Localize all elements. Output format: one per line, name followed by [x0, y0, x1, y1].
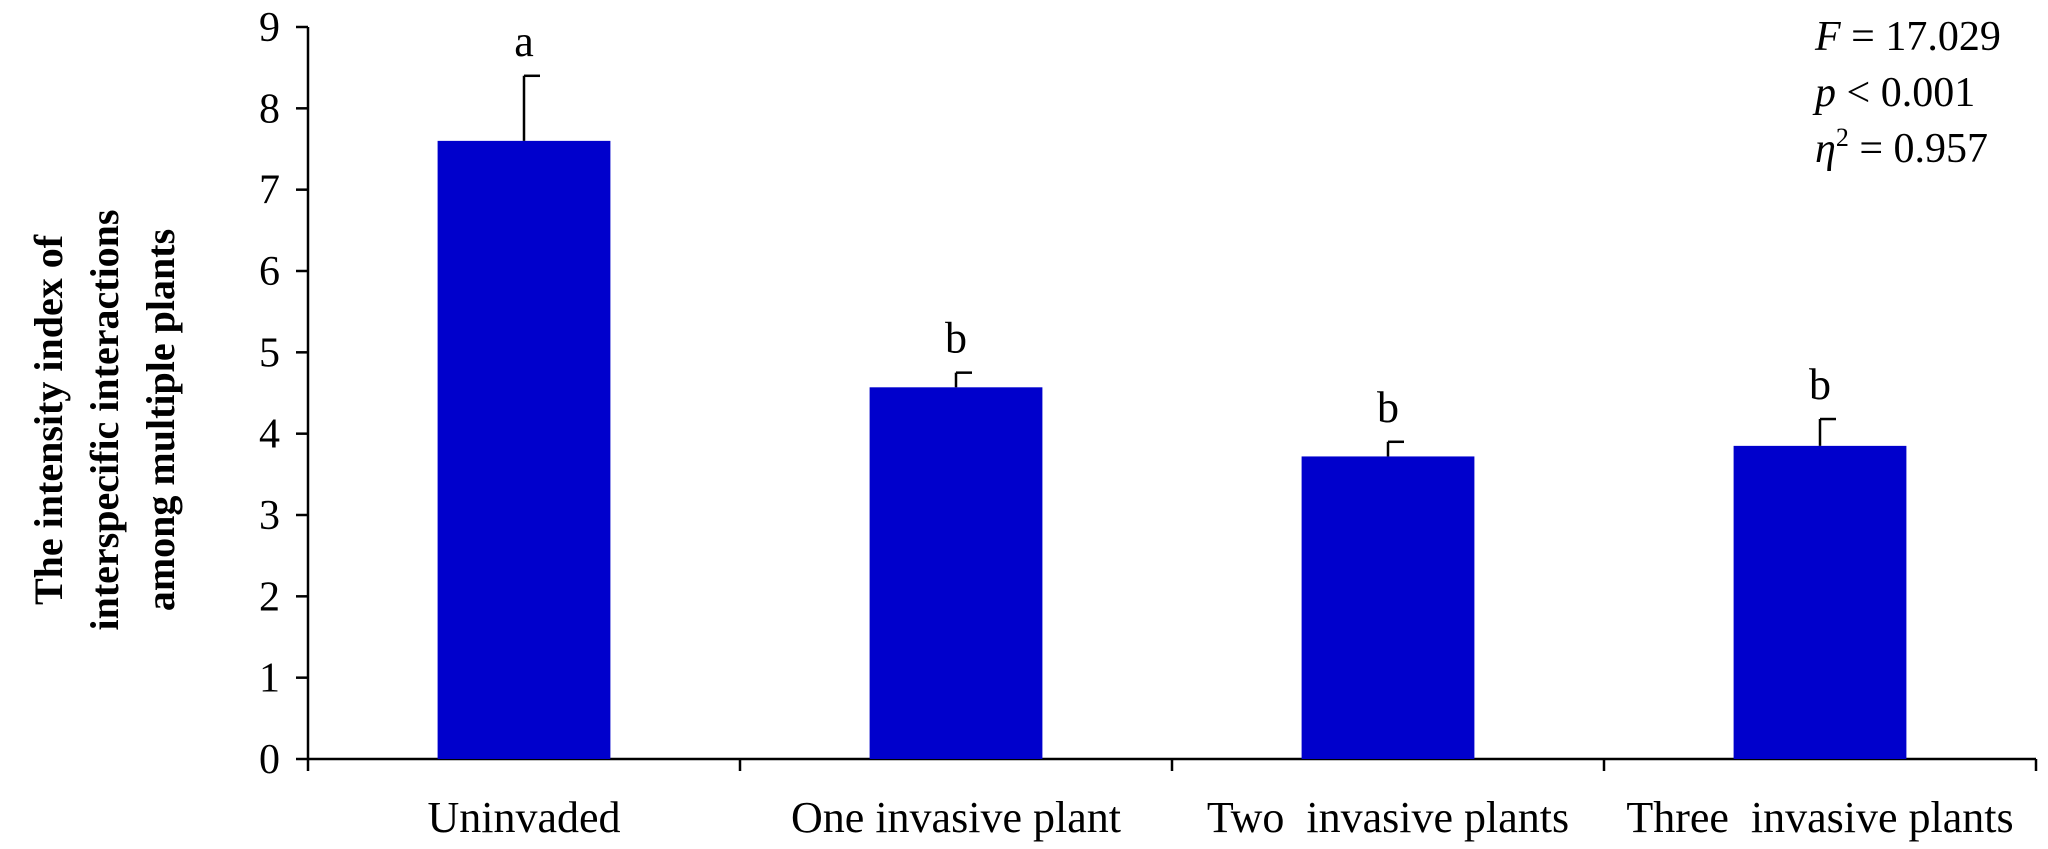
y-tick-label: 6 [259, 249, 280, 295]
y-tick-label: 5 [259, 330, 280, 376]
y-axis-title-line-3: among multiple plants [138, 229, 183, 611]
eta-squared: η2 = 0.957 [1815, 123, 1988, 172]
x-category-label: Two invasive plants [1207, 793, 1569, 842]
statistics-annotation: F = 17.029 p < 0.001 η2 = 0.957 [1812, 14, 2001, 172]
y-tick-label: 7 [259, 168, 280, 214]
plot-area: 0 1 2 3 4 5 6 7 8 9 a Uninvaded b One invasive plant b… [259, 5, 2038, 842]
y-tick-label: 1 [259, 656, 280, 702]
y-axis-title-line-1: The intensity index of [26, 234, 71, 605]
x-category-label: Three invasive plants [1626, 793, 2013, 842]
x-category-label: Uninvaded [427, 793, 620, 842]
y-tick-label: 3 [259, 493, 280, 539]
bar [1733, 445, 1907, 759]
y-tick-label: 9 [259, 5, 280, 51]
y-axis-title-line-2: interspecific interactions [82, 210, 127, 631]
bar [869, 387, 1043, 759]
bar [437, 140, 611, 759]
y-axis-title: The intensity index of interspecific int… [26, 210, 183, 631]
y-tick-label: 0 [259, 737, 280, 783]
x-category-label: One invasive plant [791, 793, 1121, 842]
f-statistic: F = 17.029 [1814, 14, 2001, 60]
bar [1301, 456, 1475, 759]
significance-letter: a [514, 17, 534, 66]
significance-letter: b [1377, 383, 1399, 432]
significance-letter: b [1809, 360, 1831, 409]
y-tick-label: 4 [259, 412, 280, 458]
y-tick-label: 8 [259, 86, 280, 132]
significance-letter: b [945, 314, 967, 363]
p-value: p < 0.001 [1812, 70, 1975, 116]
y-tick-label: 2 [259, 574, 280, 620]
